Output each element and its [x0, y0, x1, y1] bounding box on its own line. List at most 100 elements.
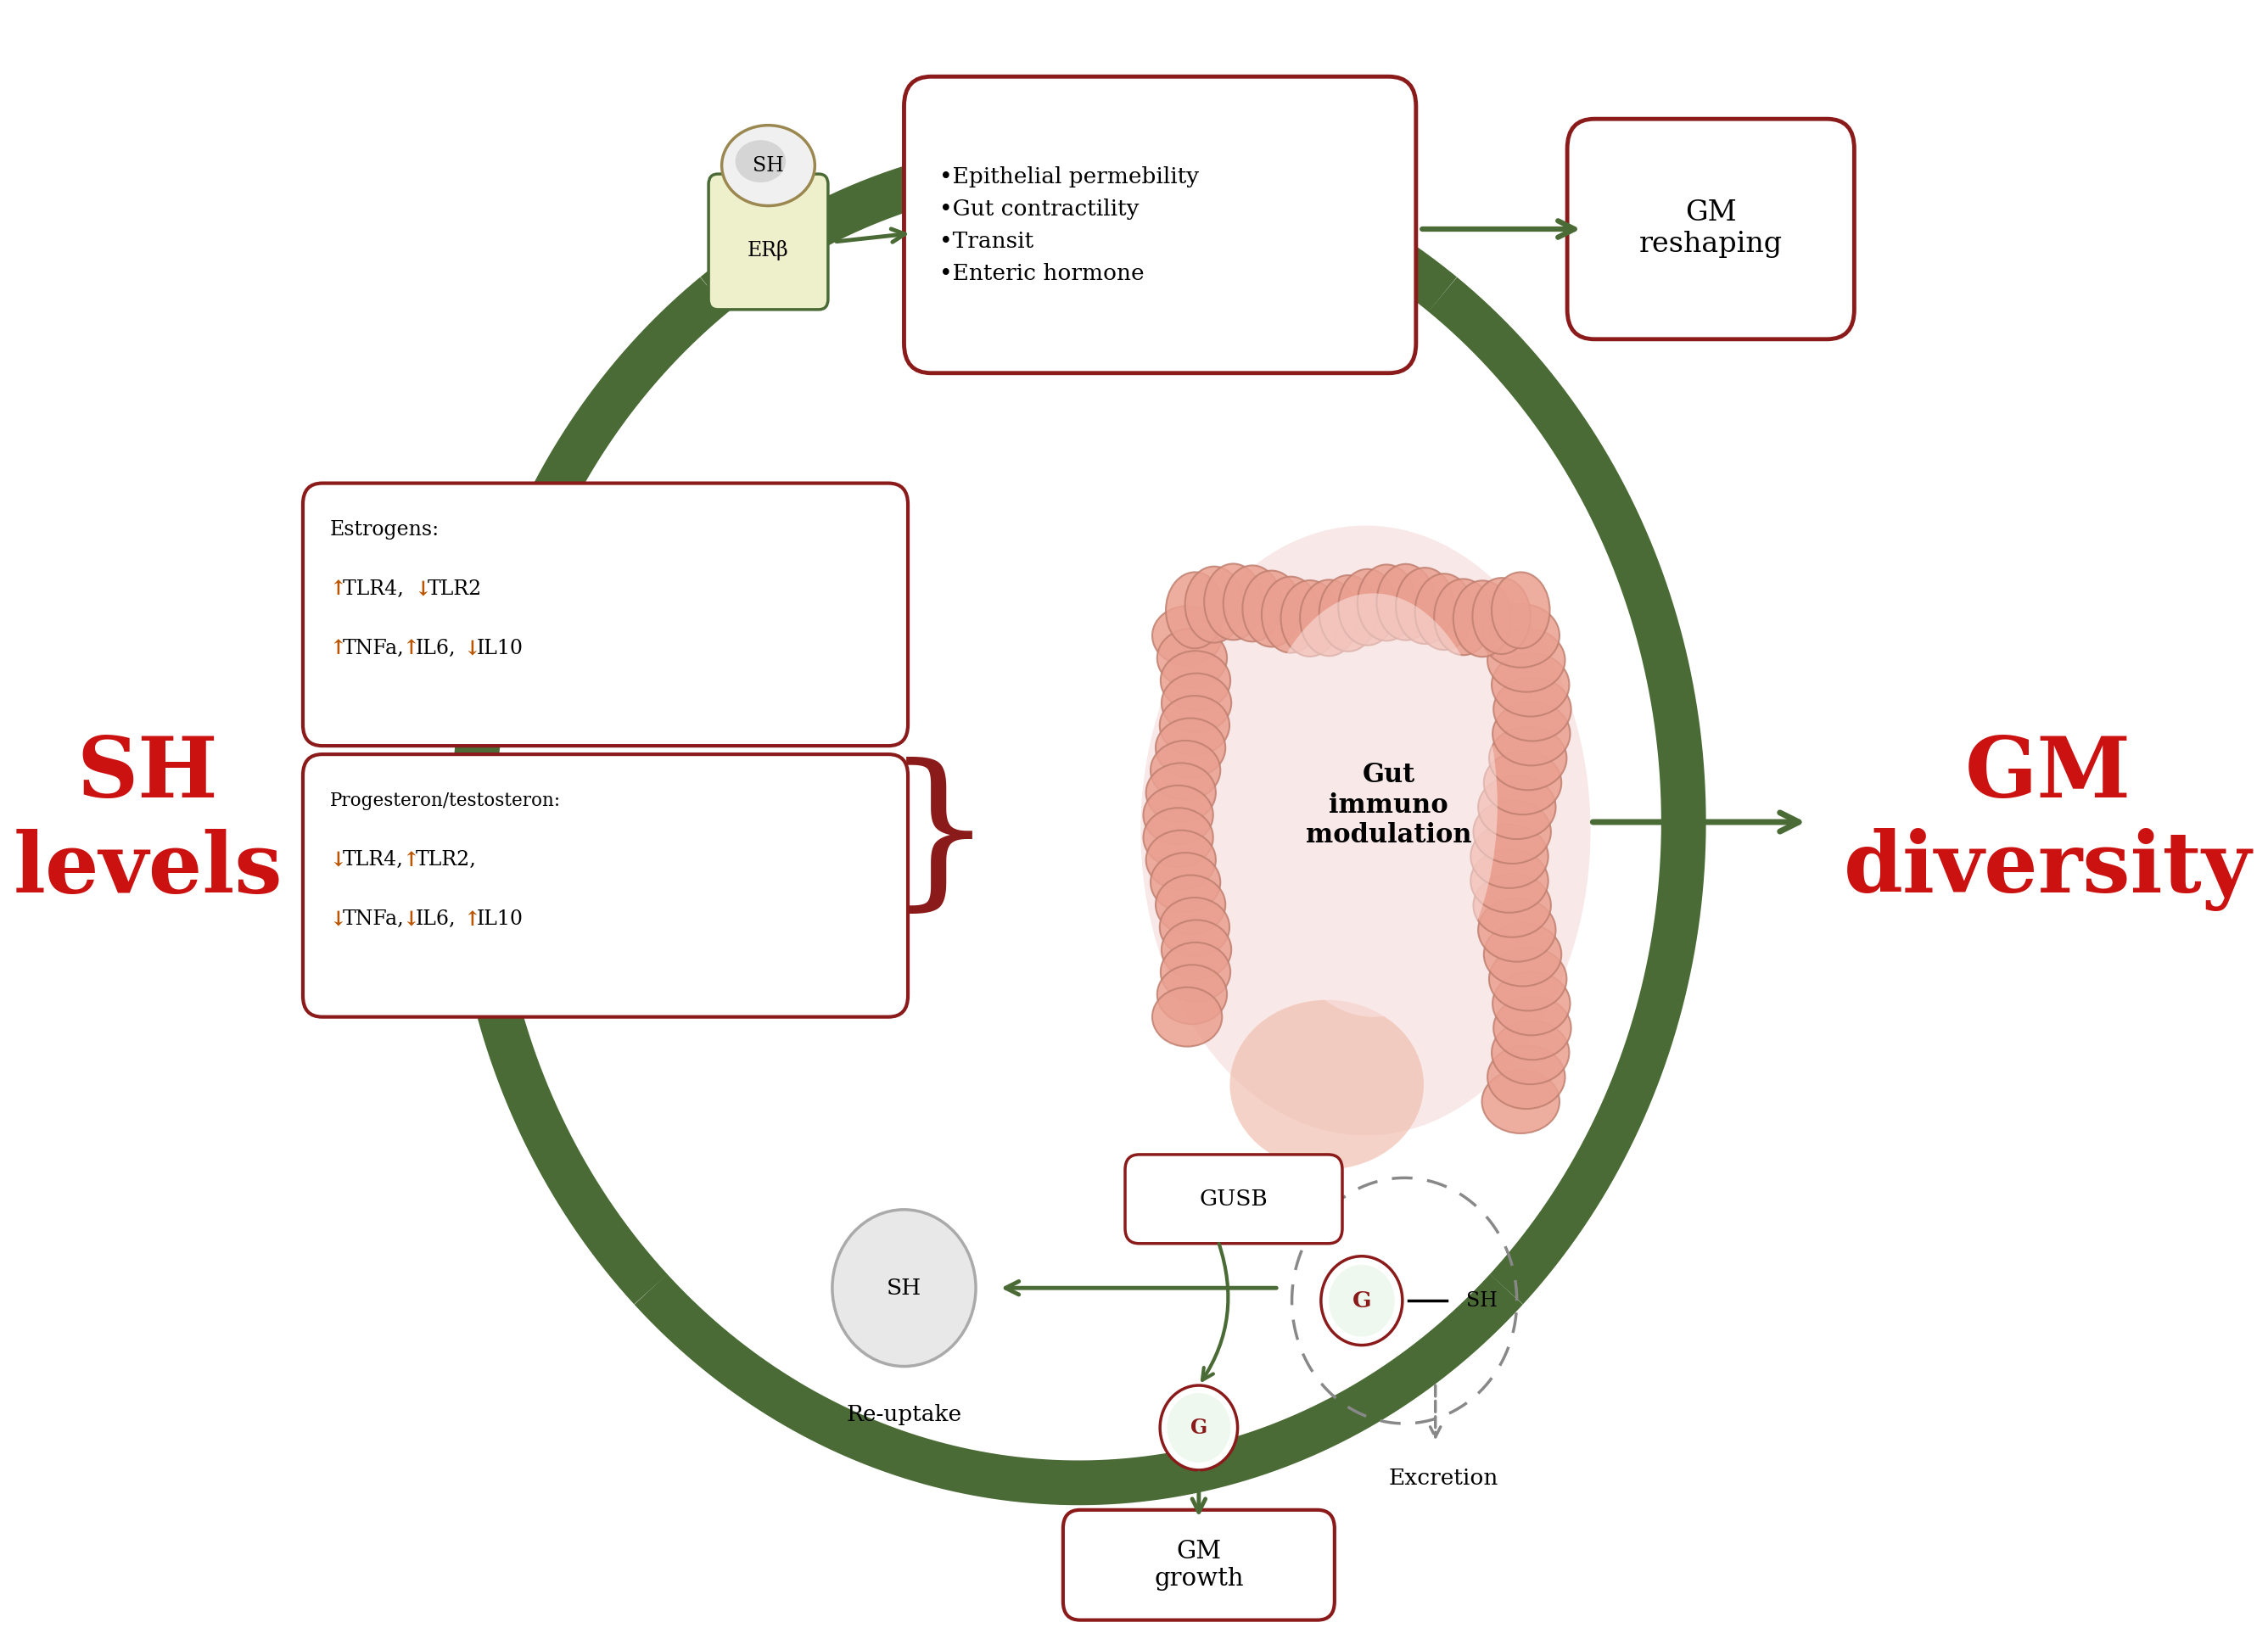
Ellipse shape: [1492, 1021, 1569, 1084]
Ellipse shape: [1488, 628, 1565, 692]
FancyBboxPatch shape: [1125, 1154, 1343, 1244]
Text: ↓: ↓: [331, 910, 347, 930]
FancyBboxPatch shape: [1567, 119, 1855, 339]
Ellipse shape: [1184, 567, 1243, 643]
FancyBboxPatch shape: [304, 754, 907, 1018]
Ellipse shape: [735, 140, 785, 182]
Text: Gut
immuno
modulation: Gut immuno modulation: [1306, 762, 1472, 848]
Text: TNFa,: TNFa,: [342, 910, 404, 930]
Ellipse shape: [1488, 1045, 1565, 1109]
Ellipse shape: [1145, 764, 1216, 822]
Text: TLR4,: TLR4,: [342, 850, 404, 869]
Ellipse shape: [1161, 943, 1232, 1001]
FancyBboxPatch shape: [708, 174, 828, 309]
Text: IL10: IL10: [476, 638, 524, 658]
Text: G: G: [1352, 1289, 1372, 1311]
FancyBboxPatch shape: [1064, 1509, 1334, 1620]
Ellipse shape: [1141, 526, 1590, 1135]
Ellipse shape: [1483, 751, 1560, 814]
Text: ↑: ↑: [404, 638, 420, 659]
Ellipse shape: [1490, 726, 1567, 790]
Ellipse shape: [1161, 674, 1232, 733]
Ellipse shape: [1281, 580, 1338, 656]
Text: ↓: ↓: [404, 910, 420, 930]
Text: G: G: [1191, 1418, 1207, 1438]
Ellipse shape: [1481, 604, 1560, 667]
Ellipse shape: [1159, 1385, 1238, 1470]
Ellipse shape: [1472, 578, 1531, 654]
Ellipse shape: [1250, 593, 1497, 1018]
Ellipse shape: [1481, 1070, 1560, 1133]
Ellipse shape: [1320, 575, 1377, 651]
Text: SH: SH: [1467, 1291, 1497, 1311]
Ellipse shape: [1479, 899, 1556, 962]
Text: Re-uptake: Re-uptake: [846, 1405, 962, 1426]
Ellipse shape: [1329, 1265, 1395, 1337]
Ellipse shape: [1470, 825, 1549, 889]
Ellipse shape: [1490, 947, 1567, 1011]
Ellipse shape: [1168, 1394, 1232, 1462]
Text: TNFa,: TNFa,: [342, 638, 404, 658]
Ellipse shape: [1243, 570, 1300, 646]
Ellipse shape: [1433, 580, 1492, 654]
Text: GM
reshaping: GM reshaping: [1640, 200, 1783, 259]
Text: SH
levels: SH levels: [14, 733, 284, 910]
Ellipse shape: [1204, 563, 1263, 640]
Ellipse shape: [1474, 874, 1551, 938]
Text: SH: SH: [753, 156, 785, 176]
Ellipse shape: [1492, 653, 1569, 716]
Ellipse shape: [1470, 850, 1549, 913]
Ellipse shape: [1454, 581, 1510, 656]
Text: GM
diversity: GM diversity: [1844, 733, 2252, 912]
Text: ↑: ↑: [463, 910, 481, 930]
Text: GUSB: GUSB: [1200, 1188, 1268, 1210]
Ellipse shape: [1395, 568, 1454, 645]
Ellipse shape: [1157, 876, 1225, 934]
Text: TLR2: TLR2: [426, 580, 481, 599]
Polygon shape: [519, 212, 1637, 1433]
Ellipse shape: [1159, 695, 1229, 755]
Ellipse shape: [1159, 897, 1229, 957]
Ellipse shape: [1143, 807, 1213, 868]
FancyBboxPatch shape: [905, 77, 1415, 373]
Ellipse shape: [1359, 565, 1415, 641]
Text: ↓: ↓: [463, 638, 481, 659]
Text: ↑: ↑: [404, 850, 420, 871]
Text: ↓: ↓: [415, 580, 431, 599]
Ellipse shape: [1261, 576, 1320, 653]
Ellipse shape: [1474, 799, 1551, 863]
Text: IL6,: IL6,: [415, 638, 456, 658]
Ellipse shape: [1222, 565, 1281, 641]
Text: IL10: IL10: [476, 910, 524, 930]
Text: Excretion: Excretion: [1388, 1468, 1499, 1490]
Ellipse shape: [832, 1210, 975, 1366]
Text: ↑: ↑: [331, 638, 347, 659]
Ellipse shape: [1229, 1000, 1424, 1169]
Text: IL6,: IL6,: [415, 910, 456, 930]
Ellipse shape: [1150, 853, 1220, 912]
Ellipse shape: [721, 125, 814, 205]
Ellipse shape: [1157, 965, 1227, 1024]
Ellipse shape: [1157, 628, 1227, 687]
Ellipse shape: [1300, 580, 1359, 656]
Ellipse shape: [1161, 920, 1232, 980]
Text: Progesteron/testosteron:: Progesteron/testosteron:: [331, 791, 560, 811]
Ellipse shape: [1492, 702, 1569, 765]
Ellipse shape: [1338, 570, 1397, 645]
Ellipse shape: [1152, 606, 1222, 666]
Ellipse shape: [1161, 651, 1232, 710]
Ellipse shape: [1152, 987, 1222, 1047]
Ellipse shape: [1492, 571, 1549, 648]
Text: Estrogens:: Estrogens:: [331, 519, 440, 539]
Ellipse shape: [1492, 972, 1569, 1035]
Ellipse shape: [1479, 775, 1556, 838]
Ellipse shape: [1495, 677, 1572, 741]
FancyBboxPatch shape: [304, 484, 907, 746]
Text: SH: SH: [887, 1278, 921, 1299]
Ellipse shape: [1377, 563, 1436, 640]
Ellipse shape: [1143, 785, 1213, 845]
Text: ↑: ↑: [331, 580, 347, 599]
Ellipse shape: [1145, 830, 1216, 889]
Text: ERβ: ERβ: [748, 239, 789, 260]
Ellipse shape: [1150, 741, 1220, 799]
